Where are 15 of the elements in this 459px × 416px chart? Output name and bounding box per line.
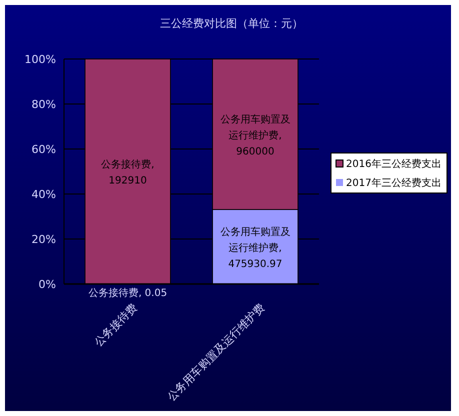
- y-tick-label: 80%: [32, 98, 56, 111]
- y-tick-label: 100%: [24, 52, 56, 66]
- legend-label: 2016年三公经费支出: [346, 158, 442, 170]
- annotation: 公务接待费, 192910: [101, 158, 154, 186]
- y-tick-label: 40%: [32, 188, 56, 201]
- y-tick-label: 20%: [32, 232, 56, 246]
- annotation: 公务用车购置及运行维护费, 960000: [220, 113, 290, 158]
- y-tick-label: 60%: [32, 142, 56, 156]
- legend-label: 2017年三公经费支出: [346, 177, 442, 189]
- y-tick-label: 0%: [38, 278, 56, 291]
- x-tick-label: 公务接待费: [92, 300, 140, 350]
- annotation: 公务用车购置及运行维护费, 475930.97: [220, 226, 290, 270]
- chart-title: 三公经费对比图（单位：元）: [160, 17, 303, 30]
- text: 公务接待费, 0.05: [88, 287, 168, 299]
- x-tick-label: 公务用车购置及运行维护费: [164, 300, 268, 404]
